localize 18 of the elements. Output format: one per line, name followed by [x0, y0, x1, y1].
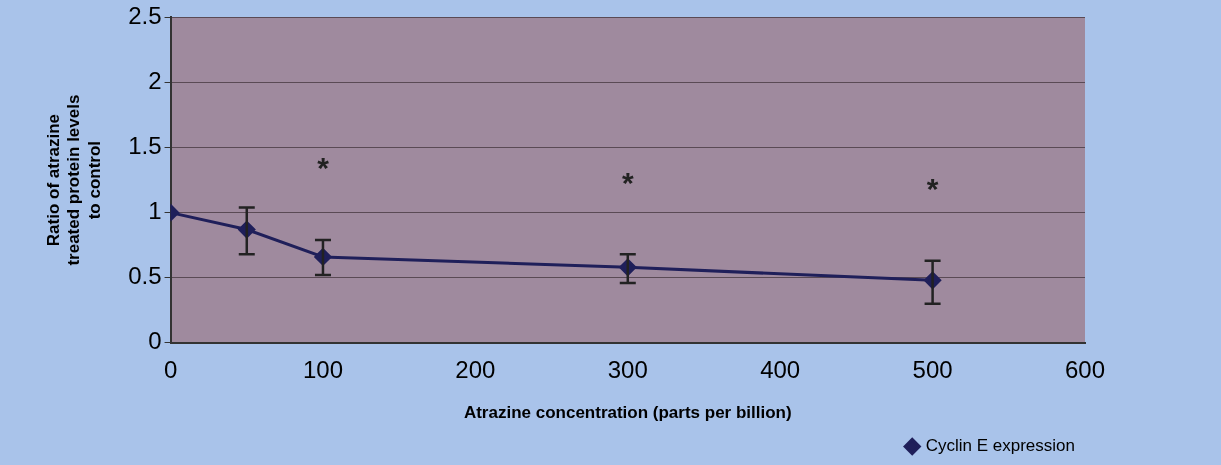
x-tick-label: 300	[607, 355, 648, 383]
legend-label: Cyclin E expression	[925, 436, 1075, 456]
x-axis-title: Atrazine concentration (parts per billion)	[463, 403, 792, 423]
x-tick-label: 500	[912, 355, 953, 383]
y-tick-label: 1	[148, 197, 162, 225]
x-tick-label: 400	[760, 355, 801, 383]
x-tick-label: 600	[1064, 355, 1106, 383]
x-tick-label: 200	[455, 355, 496, 383]
y-tick-label: 0.5	[128, 262, 162, 290]
y-tick-label: 2.5	[128, 2, 162, 30]
y-tick-label: 0	[148, 327, 162, 355]
annotation: *	[317, 151, 330, 185]
annotation: *	[621, 165, 634, 199]
y-axis-title: Ratio of atrazine treated protein levels to control	[43, 94, 104, 266]
annotation: *	[926, 172, 939, 206]
x-tick-label: 100	[302, 355, 343, 383]
y-tick-label: 1.5	[128, 132, 162, 160]
y-tick-label: 2	[148, 67, 162, 95]
